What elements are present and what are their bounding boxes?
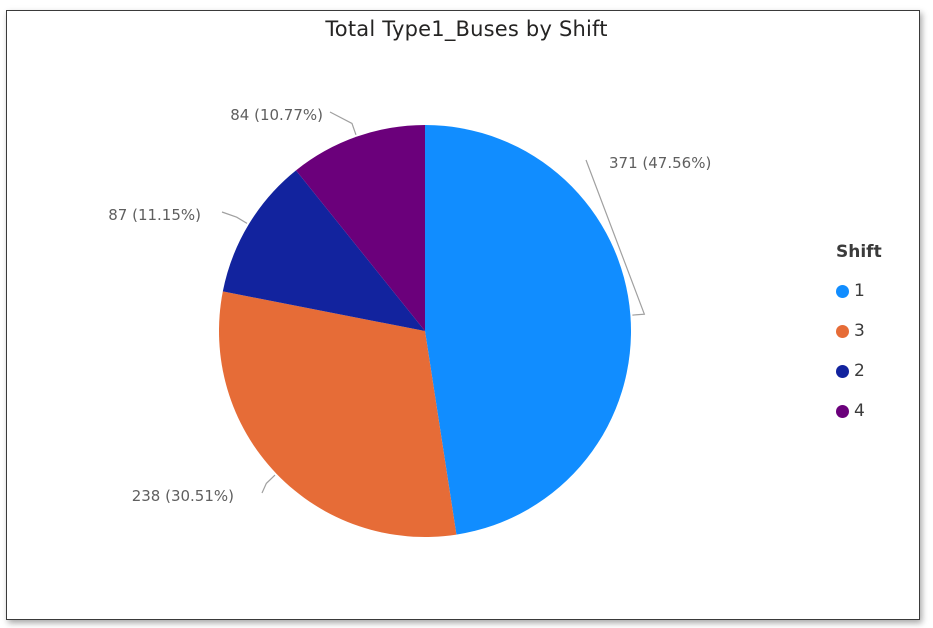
chart-title: Total Type1_Buses by Shift	[325, 17, 608, 41]
data-label-1: 371 (47.56%)	[609, 154, 711, 172]
legend-marker-2	[836, 364, 849, 378]
legend-marker-1	[836, 284, 849, 298]
data-label-3: 238 (30.51%)	[132, 487, 234, 505]
pie-slice-4[interactable]	[296, 125, 425, 331]
legend-item-3[interactable]: 3	[836, 311, 882, 351]
pie-slice-2[interactable]	[222, 170, 425, 331]
data-label-4: 84 (10.77%)	[230, 106, 323, 124]
legend-item-2[interactable]: 2	[836, 351, 882, 391]
legend-label-3: 3	[854, 321, 865, 341]
legend-label-1: 1	[854, 281, 865, 301]
pie-slice-1[interactable]	[425, 125, 631, 535]
leader-line-1	[585, 159, 646, 316]
leader-line-4	[329, 111, 357, 135]
legend: Shift 1 3 2 4	[836, 242, 882, 431]
data-label-2: 87 (11.15%)	[108, 206, 201, 224]
legend-marker-3	[836, 324, 849, 338]
pie-slice-3[interactable]	[219, 291, 457, 537]
legend-title: Shift	[836, 242, 882, 262]
legend-label-2: 2	[854, 361, 865, 381]
leader-line-3	[261, 474, 276, 494]
legend-marker-4	[836, 404, 849, 418]
legend-item-4[interactable]: 4	[836, 391, 882, 431]
leader-line-2	[221, 211, 248, 224]
legend-item-1[interactable]: 1	[836, 271, 882, 311]
legend-label-4: 4	[854, 401, 865, 421]
